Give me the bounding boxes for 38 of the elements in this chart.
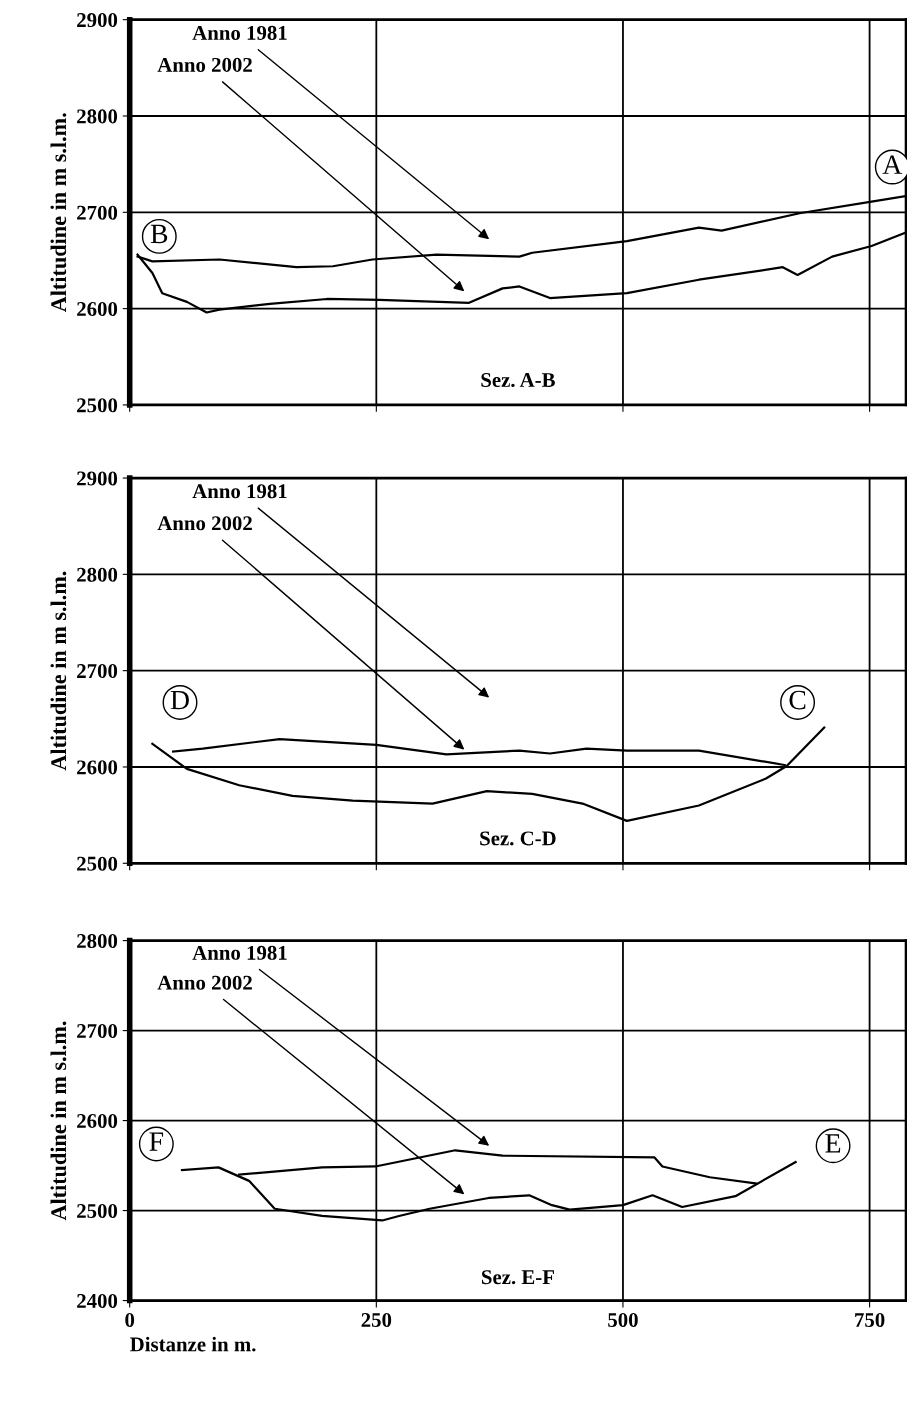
y-tick-label: 2600 (77, 301, 118, 317)
y-tick-label: 2600 (77, 1113, 118, 1129)
y-tick-label: 2800 (77, 109, 118, 124)
annotation: D (170, 690, 189, 710)
y-tick-label: 2700 (77, 664, 118, 679)
annotation: Anno 1981 (192, 25, 287, 40)
x-tick-label: 750 (855, 1312, 885, 1328)
annotation: Anno 1981 (192, 945, 287, 960)
y-tick-label: 2800 (77, 933, 118, 949)
x-tick-label: 500 (608, 1312, 638, 1328)
annotation: Sez. E-F (481, 1270, 554, 1285)
annotation: Anno 2002 (157, 975, 252, 990)
annotation: F (149, 1132, 164, 1151)
y-axis-title: Altitudine in m s.l.m. (50, 113, 67, 313)
y-tick-label: 2900 (77, 471, 118, 486)
y-tick-label: 2700 (77, 205, 118, 220)
annotation: Sez. A-B (481, 373, 555, 388)
y-tick-label: 2600 (77, 760, 118, 775)
x-axis-title: Distanze in m. (130, 1336, 256, 1352)
y-axis-title: Altitudine in m s.l.m. (50, 1021, 67, 1221)
annotation: Anno 1981 (192, 484, 287, 499)
annotation: B (150, 224, 168, 244)
y-tick-label: 2500 (77, 856, 118, 871)
y-axis-title: Altitudine in m s.l.m. (50, 571, 67, 771)
x-tick-label: 0 (125, 1312, 135, 1328)
annotation: E (825, 1134, 841, 1153)
y-tick-label: 2700 (77, 1023, 118, 1039)
y-tick-label: 2500 (77, 398, 118, 413)
y-tick-label: 2900 (77, 13, 118, 28)
y-tick-label: 2500 (77, 1203, 118, 1218)
y-tick-label: 2400 (77, 1293, 118, 1308)
annotation: Anno 2002 (157, 57, 252, 72)
x-tick-label: 250 (361, 1312, 392, 1328)
annotation: Sez. C-D (480, 831, 556, 846)
annotation: C (789, 690, 806, 710)
y-tick-label: 2800 (77, 567, 118, 582)
annotation: A (882, 155, 903, 174)
annotation: Anno 2002 (157, 516, 252, 531)
